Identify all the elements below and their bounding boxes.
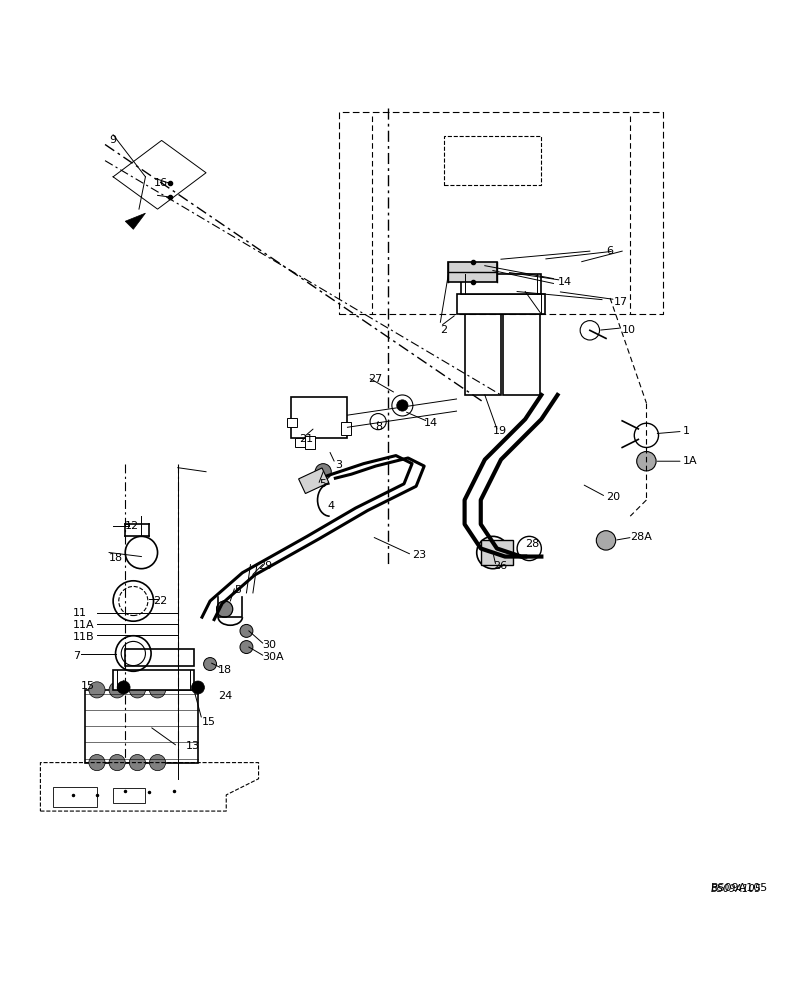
Text: 30A: 30A	[263, 652, 284, 662]
Text: 15: 15	[81, 681, 95, 691]
Text: 18: 18	[218, 665, 232, 675]
Bar	[287, 418, 297, 427]
Text: 28: 28	[525, 539, 540, 549]
Circle shape	[637, 452, 656, 471]
Text: 13: 13	[186, 741, 200, 751]
Text: 12: 12	[125, 521, 139, 531]
Circle shape	[517, 536, 541, 561]
Text: 20: 20	[606, 492, 620, 502]
Text: 7: 7	[73, 651, 80, 661]
Bar	[113, 670, 194, 690]
Text: 16: 16	[154, 178, 167, 188]
Bar	[113, 788, 145, 803]
Circle shape	[109, 682, 125, 698]
Text: 23: 23	[412, 550, 426, 560]
Circle shape	[149, 682, 166, 698]
Text: 24: 24	[218, 691, 233, 701]
Polygon shape	[125, 213, 145, 229]
Bar	[125, 649, 194, 666]
Circle shape	[477, 536, 509, 569]
Text: 21: 21	[299, 434, 313, 444]
Circle shape	[634, 423, 659, 447]
Text: 15: 15	[202, 717, 216, 727]
Circle shape	[149, 755, 166, 771]
Text: 9: 9	[109, 135, 116, 145]
Text: 19: 19	[493, 426, 507, 436]
Text: BS09A105: BS09A105	[711, 884, 762, 894]
Bar	[444, 136, 541, 185]
Bar	[53, 787, 97, 807]
Circle shape	[117, 681, 130, 694]
Circle shape	[204, 658, 217, 670]
Circle shape	[580, 321, 600, 340]
Text: 26: 26	[493, 561, 507, 571]
Bar	[295, 438, 305, 447]
Bar	[305, 436, 315, 449]
Text: 30: 30	[263, 640, 276, 650]
Text: 6: 6	[606, 246, 613, 256]
Text: 5: 5	[234, 585, 242, 595]
Circle shape	[596, 531, 616, 550]
Circle shape	[217, 601, 233, 617]
Text: 14: 14	[558, 277, 571, 287]
Circle shape	[240, 641, 253, 654]
Bar	[461, 274, 541, 294]
Text: 27: 27	[368, 374, 382, 384]
Bar	[291, 397, 347, 438]
Text: 11A: 11A	[73, 620, 95, 630]
Circle shape	[109, 755, 125, 771]
Circle shape	[129, 682, 145, 698]
Text: 28A: 28A	[630, 532, 652, 542]
Text: 29: 29	[259, 561, 273, 571]
Circle shape	[89, 755, 105, 771]
Bar	[481, 540, 513, 565]
Circle shape	[397, 400, 408, 411]
Circle shape	[191, 681, 204, 694]
Bar	[465, 314, 501, 395]
Bar	[85, 690, 198, 763]
Text: 10: 10	[622, 325, 636, 335]
Text: 1A: 1A	[683, 456, 697, 466]
Text: 11: 11	[73, 608, 86, 618]
Circle shape	[89, 682, 105, 698]
Text: 5: 5	[319, 479, 326, 489]
Text: 11B: 11B	[73, 632, 95, 642]
Circle shape	[129, 755, 145, 771]
Text: 18: 18	[109, 553, 123, 563]
Text: 3: 3	[335, 460, 343, 470]
Text: 2: 2	[440, 325, 448, 335]
Circle shape	[370, 414, 386, 430]
Circle shape	[315, 464, 331, 480]
Text: 8: 8	[376, 422, 383, 432]
Text: 22: 22	[154, 596, 168, 606]
Circle shape	[217, 601, 233, 617]
Bar	[448, 262, 497, 282]
Circle shape	[392, 395, 413, 416]
Text: 4: 4	[327, 501, 335, 511]
Bar	[457, 294, 545, 314]
Text: BS09A105: BS09A105	[711, 883, 768, 893]
Circle shape	[240, 624, 253, 637]
Bar	[503, 314, 540, 395]
Bar	[341, 422, 351, 435]
Text: 17: 17	[614, 297, 628, 307]
Bar	[299, 468, 329, 494]
Text: 1: 1	[683, 426, 690, 436]
Text: 14: 14	[424, 418, 438, 428]
